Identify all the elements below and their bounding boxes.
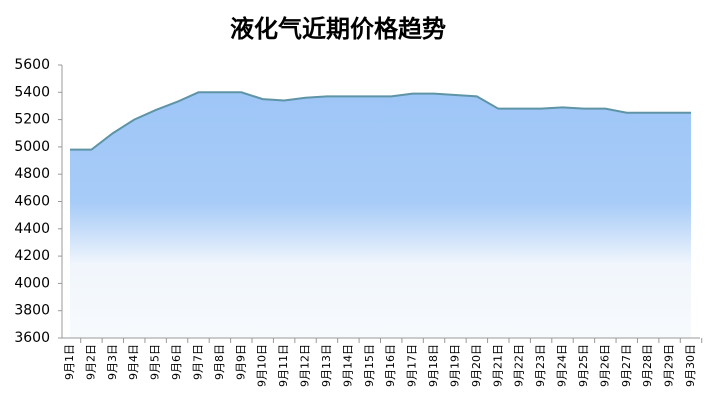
x-tick-label: 9月30日 [684,344,697,387]
x-tick-label: 9月5日 [149,344,162,380]
y-tick-label: 3800 [14,303,50,319]
x-tick-label: 9月17日 [406,344,419,387]
x-tick-label: 9月18日 [427,344,440,387]
chart-title: 液化气近期价格趋势 [230,15,446,43]
y-tick-label: 4600 [14,194,50,210]
x-tick-label: 9月25日 [577,344,590,387]
x-tick-label: 9月16日 [384,344,397,387]
y-tick-label: 5200 [14,112,50,128]
y-tick-label: 4000 [14,275,50,291]
x-tick-label: 9月24日 [556,344,569,387]
x-tick-label: 9月23日 [534,344,547,387]
x-tick-label: 9月15日 [363,344,376,387]
x-tick-label: 9月21日 [491,344,504,387]
y-tick-label: 4400 [14,221,50,237]
y-tick-label: 4800 [14,166,50,182]
x-tick-label: 9月11日 [277,344,290,387]
x-tick-label: 9月2日 [84,344,97,380]
x-tick-label: 9月13日 [320,344,333,387]
x-tick-label: 9月27日 [620,344,633,387]
x-tick-label: 9月4日 [127,344,140,380]
x-tick-label: 9月14日 [341,344,354,387]
y-tick-label: 5600 [14,57,50,73]
x-tick-label: 9月22日 [513,344,526,387]
x-tick-label: 9月6日 [170,344,183,380]
x-tick-label: 9月1日 [63,344,76,380]
area-line [70,91,691,151]
x-tick-label: 9月3日 [106,344,119,380]
area-fill [70,92,691,338]
x-tick-label: 9月29日 [663,344,676,387]
x-tick-label: 9月26日 [598,344,611,387]
x-tick-label: 9月19日 [448,344,461,387]
y-tick-label: 5000 [14,139,50,155]
y-tick-label: 4200 [14,248,50,264]
x-tick-label: 9月12日 [299,344,312,387]
x-tick-label: 9月28日 [641,344,654,387]
x-tick-label: 9月10日 [256,344,269,387]
x-tick-label: 9月20日 [470,344,483,387]
y-tick-label: 5400 [14,84,50,100]
y-tick-label: 3600 [14,330,50,346]
x-tick-label: 9月7日 [191,344,204,380]
x-tick-label: 9月8日 [213,344,226,380]
x-tick-label: 9月9日 [234,344,247,380]
